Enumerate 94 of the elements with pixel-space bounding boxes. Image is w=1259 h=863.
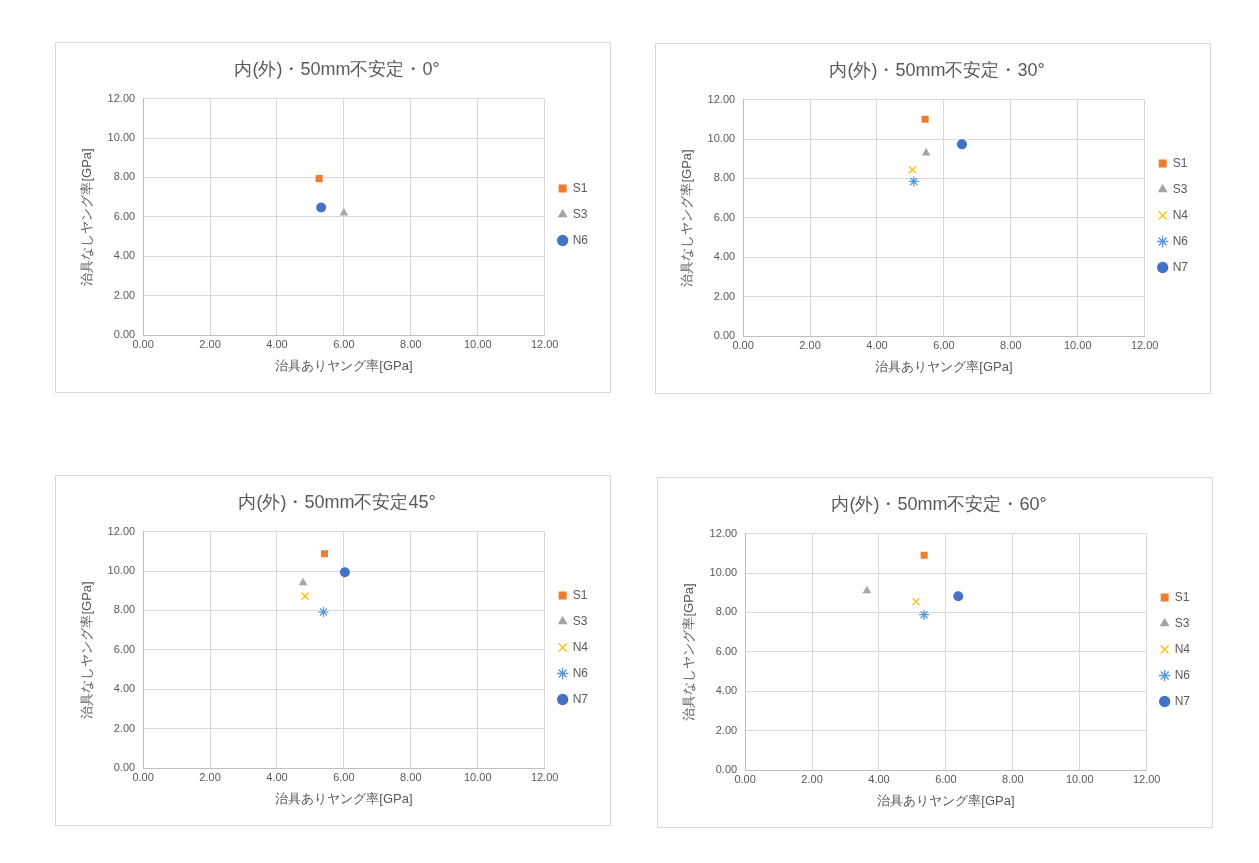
y-tick-label: 4.00: [715, 684, 738, 697]
point: [908, 165, 917, 174]
legend-label: S3: [572, 206, 588, 221]
legend-label: N4: [1174, 641, 1191, 656]
legend-label: N6: [1174, 667, 1191, 682]
point: [921, 148, 931, 156]
y-tick-label: 6.00: [113, 642, 136, 655]
point: [320, 550, 329, 558]
point: [956, 139, 967, 150]
x-tick-label: 8.00: [1000, 338, 1022, 351]
point: [862, 585, 872, 594]
chart-title: 内(外)・50mm不安定45°: [238, 491, 436, 512]
x-tick-label: 2.00: [199, 770, 221, 783]
legend-label: S1: [572, 180, 588, 195]
x-tick-label: 4.00: [868, 772, 890, 785]
y-tick-label: 10.00: [107, 131, 136, 144]
chart-title: 内(外)・50mm不安定・0°: [234, 58, 440, 79]
point: [918, 608, 930, 621]
legend-label: N4: [1172, 207, 1189, 222]
y-tick-label: 12.00: [709, 526, 738, 539]
x-tick-label: 10.00: [463, 337, 492, 350]
x-axis-title: 治具ありヤング率[GPa]: [875, 358, 1013, 374]
x-tick-label: 0.00: [734, 772, 756, 785]
y-axis-title: 治具なしヤング率[GPa]: [79, 581, 95, 719]
x-tick-label: 10.00: [463, 770, 492, 783]
legend-label: S3: [572, 613, 588, 628]
x-tick-label: 12.00: [1130, 338, 1159, 351]
legend-label: S1: [1174, 589, 1190, 604]
legend-label: N7: [1172, 259, 1189, 274]
point: [921, 115, 929, 123]
x-tick-label: 12.00: [530, 337, 559, 350]
y-tick-label: 4.00: [713, 250, 736, 263]
legend-label: S3: [1174, 615, 1190, 630]
point: [298, 577, 308, 586]
chart-title: 内(外)・50mm不安定・60°: [831, 493, 1047, 514]
x-tick-label: 6.00: [333, 770, 355, 783]
y-tick-label: 8.00: [113, 603, 136, 616]
y-tick-label: 12.00: [707, 92, 736, 105]
x-axis-title: 治具ありヤング率[GPa]: [877, 792, 1015, 808]
y-tick-label: 8.00: [113, 170, 136, 183]
y-tick-label: 2.00: [113, 288, 136, 301]
legend-label: N7: [572, 691, 589, 706]
y-tick-label: 2.00: [713, 289, 736, 302]
x-tick-label: 2.00: [801, 772, 823, 785]
x-axis-title: 治具ありヤング率[GPa]: [275, 357, 413, 373]
y-tick-label: 4.00: [113, 249, 136, 262]
x-tick-label: 4.00: [266, 770, 288, 783]
x-tick-label: 4.00: [866, 338, 888, 351]
x-tick-label: 2.00: [199, 337, 221, 350]
x-tick-label: 8.00: [400, 770, 422, 783]
point: [339, 567, 350, 578]
x-tick-label: 12.00: [530, 770, 559, 783]
x-tick-label: 6.00: [333, 337, 355, 350]
x-tick-label: 4.00: [266, 337, 288, 350]
y-axis-title: 治具なしヤング率[GPa]: [679, 149, 695, 287]
x-axis-title: 治具ありヤング率[GPa]: [275, 790, 413, 806]
legend-label: N6: [572, 232, 589, 247]
x-tick-label: 10.00: [1065, 772, 1094, 785]
x-tick-label: 2.00: [799, 338, 821, 351]
point: [317, 606, 330, 618]
point: [908, 175, 920, 188]
y-tick-label: 2.00: [715, 723, 738, 736]
y-tick-label: 12.00: [107, 91, 136, 104]
y-tick-label: 6.00: [113, 209, 136, 222]
y-tick-label: 8.00: [713, 171, 736, 184]
legend-label: S1: [572, 587, 588, 602]
point: [953, 591, 964, 602]
y-tick-label: 10.00: [107, 564, 136, 577]
y-tick-label: 2.00: [113, 721, 136, 734]
y-tick-label: 6.00: [713, 210, 736, 223]
x-tick-label: 6.00: [933, 338, 955, 351]
point: [920, 551, 928, 559]
legend-label: N7: [1174, 693, 1191, 708]
point: [300, 592, 310, 601]
legend-label: S1: [1172, 155, 1188, 170]
x-tick-label: 8.00: [400, 337, 422, 350]
y-tick-label: 4.00: [113, 682, 136, 695]
legend-label: N6: [572, 665, 589, 680]
point: [911, 597, 921, 606]
y-tick-label: 8.00: [715, 605, 738, 618]
y-axis-title: 治具なしヤング率[GPa]: [681, 583, 697, 721]
legend-label: N6: [1172, 233, 1189, 248]
legend-label: N4: [572, 639, 589, 654]
y-tick-label: 10.00: [707, 132, 736, 145]
x-tick-label: 10.00: [1063, 338, 1092, 351]
y-tick-label: 12.00: [107, 524, 136, 537]
y-tick-label: 6.00: [715, 644, 738, 657]
legend-label: S3: [1172, 181, 1188, 196]
x-tick-label: 12.00: [1132, 772, 1161, 785]
y-axis-title: 治具なしヤング率[GPa]: [79, 148, 95, 286]
y-tick-label: 10.00: [709, 566, 738, 579]
chart-title: 内(外)・50mm不安定・30°: [829, 59, 1045, 80]
x-tick-label: 6.00: [935, 772, 957, 785]
x-tick-label: 8.00: [1002, 772, 1024, 785]
